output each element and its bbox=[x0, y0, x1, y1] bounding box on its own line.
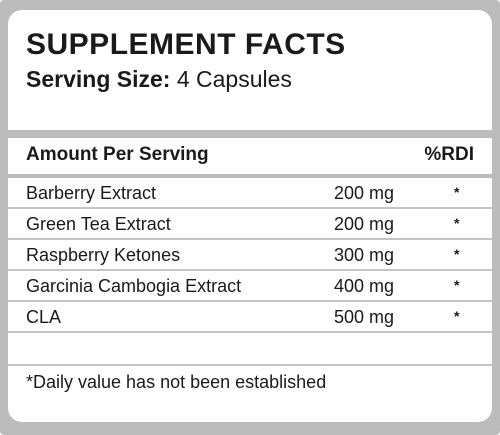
empty-row bbox=[8, 333, 492, 366]
supplement-facts-panel: SUPPLEMENT FACTS Serving Size: 4 Capsule… bbox=[8, 10, 492, 422]
ingredient-amount: 500 mg bbox=[334, 307, 395, 327]
table-row: Garcinia Cambogia Extract 400 mg * bbox=[8, 271, 492, 302]
rdi-header: %RDI bbox=[424, 144, 474, 165]
table-header: Amount Per Serving %RDI bbox=[8, 144, 492, 174]
ingredient-amount: 400 mg bbox=[334, 276, 395, 296]
footnote: *Daily value has not been established bbox=[26, 372, 327, 392]
thick-divider bbox=[8, 130, 492, 138]
serving-size-value: 4 Capsules bbox=[176, 66, 292, 92]
ingredient-rdi: * bbox=[454, 184, 460, 200]
ingredient-rdi: * bbox=[454, 308, 460, 324]
ingredient-rdi: * bbox=[454, 277, 460, 293]
ingredient-amount: 200 mg bbox=[334, 214, 395, 234]
label-title: SUPPLEMENT FACTS bbox=[26, 28, 346, 61]
table-row: Green Tea Extract 200 mg * bbox=[8, 209, 492, 240]
table-row: Barberry Extract 200 mg * bbox=[8, 178, 492, 209]
ingredient-amount: 200 mg bbox=[334, 183, 395, 203]
amount-per-serving-header: Amount Per Serving bbox=[26, 144, 209, 165]
ingredient-amount: 300 mg bbox=[334, 245, 395, 265]
ingredient-name: CLA bbox=[26, 307, 62, 327]
ingredient-name: Raspberry Ketones bbox=[26, 245, 181, 265]
serving-size: Serving Size: 4 Capsules bbox=[26, 66, 292, 93]
ingredient-name: Garcinia Cambogia Extract bbox=[26, 276, 242, 296]
ingredient-rdi: * bbox=[454, 215, 460, 231]
ingredient-name: Green Tea Extract bbox=[26, 214, 171, 234]
serving-size-label: Serving Size: bbox=[26, 66, 171, 92]
table-row: Raspberry Ketones 300 mg * bbox=[8, 240, 492, 271]
ingredient-rdi: * bbox=[454, 246, 460, 262]
header-divider bbox=[8, 174, 492, 178]
table-row: CLA 500 mg * bbox=[8, 302, 492, 333]
ingredient-name: Barberry Extract bbox=[26, 183, 157, 203]
ingredient-table: Barberry Extract 200 mg * Green Tea Extr… bbox=[8, 178, 492, 366]
